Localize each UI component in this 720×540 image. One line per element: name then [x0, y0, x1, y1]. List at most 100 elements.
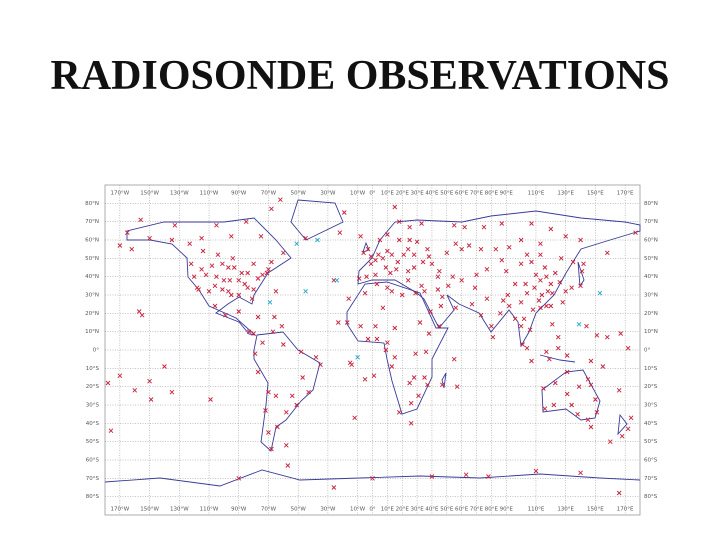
station-marker — [300, 375, 305, 380]
station-marker — [188, 261, 194, 267]
y-tick-label: 20°N — [85, 311, 99, 317]
station-marker — [437, 323, 442, 329]
station-marker — [139, 312, 145, 318]
station-marker — [383, 265, 389, 270]
north-america — [126, 217, 292, 336]
x-tick-label: 110°W — [200, 507, 219, 513]
station-marker — [203, 272, 209, 278]
station-marker — [594, 410, 600, 415]
x-tick-label: 130°E — [557, 507, 574, 513]
y-tick-label: 30°S — [644, 403, 658, 409]
station-marker — [245, 270, 250, 276]
station-marker — [365, 336, 371, 342]
station-marker — [411, 265, 417, 270]
y-tick-label: 10°S — [86, 366, 100, 372]
station-marker — [368, 261, 374, 267]
station-marker — [438, 303, 444, 309]
station-marker — [585, 417, 591, 422]
station-marker — [362, 290, 368, 296]
station-marker — [392, 204, 398, 210]
station-marker — [236, 309, 242, 314]
station-marker — [518, 323, 524, 329]
x-tick-label: 50°W — [291, 191, 307, 197]
station-marker — [538, 241, 543, 246]
x-tick-label: 50°E — [440, 507, 454, 513]
station-marker — [414, 239, 420, 245]
station-marker — [417, 320, 423, 325]
station-marker — [536, 298, 542, 303]
station-marker — [275, 424, 280, 430]
station-marker — [625, 345, 631, 351]
y-tick-label: 60°S — [86, 458, 100, 464]
station-marker — [392, 355, 398, 360]
station-series — [267, 237, 603, 360]
station-marker — [489, 323, 494, 329]
station-marker — [478, 312, 484, 318]
station-marker — [199, 235, 204, 241]
x-tick-label: 10°W — [350, 191, 366, 197]
station-marker — [633, 230, 638, 235]
station-marker — [396, 237, 402, 243]
station-marker — [411, 252, 417, 257]
station-marker — [579, 268, 585, 274]
station-marker — [600, 364, 606, 369]
station-marker — [411, 375, 417, 380]
station-marker — [229, 292, 234, 298]
station-marker — [392, 325, 398, 331]
station-marker — [576, 322, 582, 327]
station-marker — [529, 259, 534, 265]
station-marker — [399, 292, 405, 298]
station-marker — [551, 402, 557, 408]
station-marker — [584, 323, 589, 329]
station-marker — [344, 320, 350, 325]
x-tick-label: 90°W — [231, 507, 247, 513]
x-tick-label: 110°E — [528, 191, 545, 197]
station-marker — [453, 305, 459, 311]
station-marker — [393, 267, 399, 272]
station-marker — [243, 219, 249, 224]
station-marker — [563, 234, 569, 239]
x-tick-label: 40°E — [425, 191, 439, 197]
station-marker — [318, 362, 323, 367]
station-marker — [440, 294, 445, 300]
station-marker — [132, 388, 138, 393]
station-marker — [172, 223, 178, 228]
y-tick-label: 0° — [644, 348, 650, 354]
station-marker — [341, 210, 347, 215]
station-marker — [564, 369, 570, 375]
station-marker — [377, 237, 383, 243]
y-tick-label: 10°S — [644, 366, 658, 372]
station-marker — [523, 281, 528, 287]
station-marker — [236, 292, 242, 298]
y-tick-label: 50°N — [644, 256, 658, 262]
y-tick-label: 30°S — [86, 403, 100, 409]
station-marker — [147, 235, 152, 241]
station-marker — [493, 246, 499, 252]
station-marker — [518, 237, 524, 243]
station-marker — [524, 345, 530, 351]
station-marker — [200, 248, 206, 254]
station-marker — [239, 270, 245, 276]
y-tick-label: 80°S — [86, 494, 100, 500]
station-marker — [618, 331, 623, 336]
station-marker — [500, 298, 506, 303]
y-tick-label: 20°S — [644, 384, 658, 390]
station-marker — [358, 323, 363, 329]
station-marker — [407, 237, 412, 243]
station-marker — [625, 426, 631, 432]
y-tick-label: 30°N — [644, 293, 658, 299]
x-tick-label: 60°E — [455, 507, 469, 513]
x-tick-label: 80°E — [485, 507, 499, 513]
station-marker — [490, 334, 496, 340]
station-marker — [374, 336, 380, 342]
antarctica — [104, 469, 641, 487]
station-marker — [270, 329, 276, 334]
station-marker — [251, 287, 256, 292]
y-tick-label: 50°S — [86, 439, 100, 445]
slide-title: RADIOSONDE OBSERVATIONS — [50, 53, 670, 99]
station-marker — [336, 320, 341, 325]
station-marker — [117, 243, 123, 248]
x-tick-label: 30°E — [410, 191, 424, 197]
station-marker — [533, 272, 539, 278]
